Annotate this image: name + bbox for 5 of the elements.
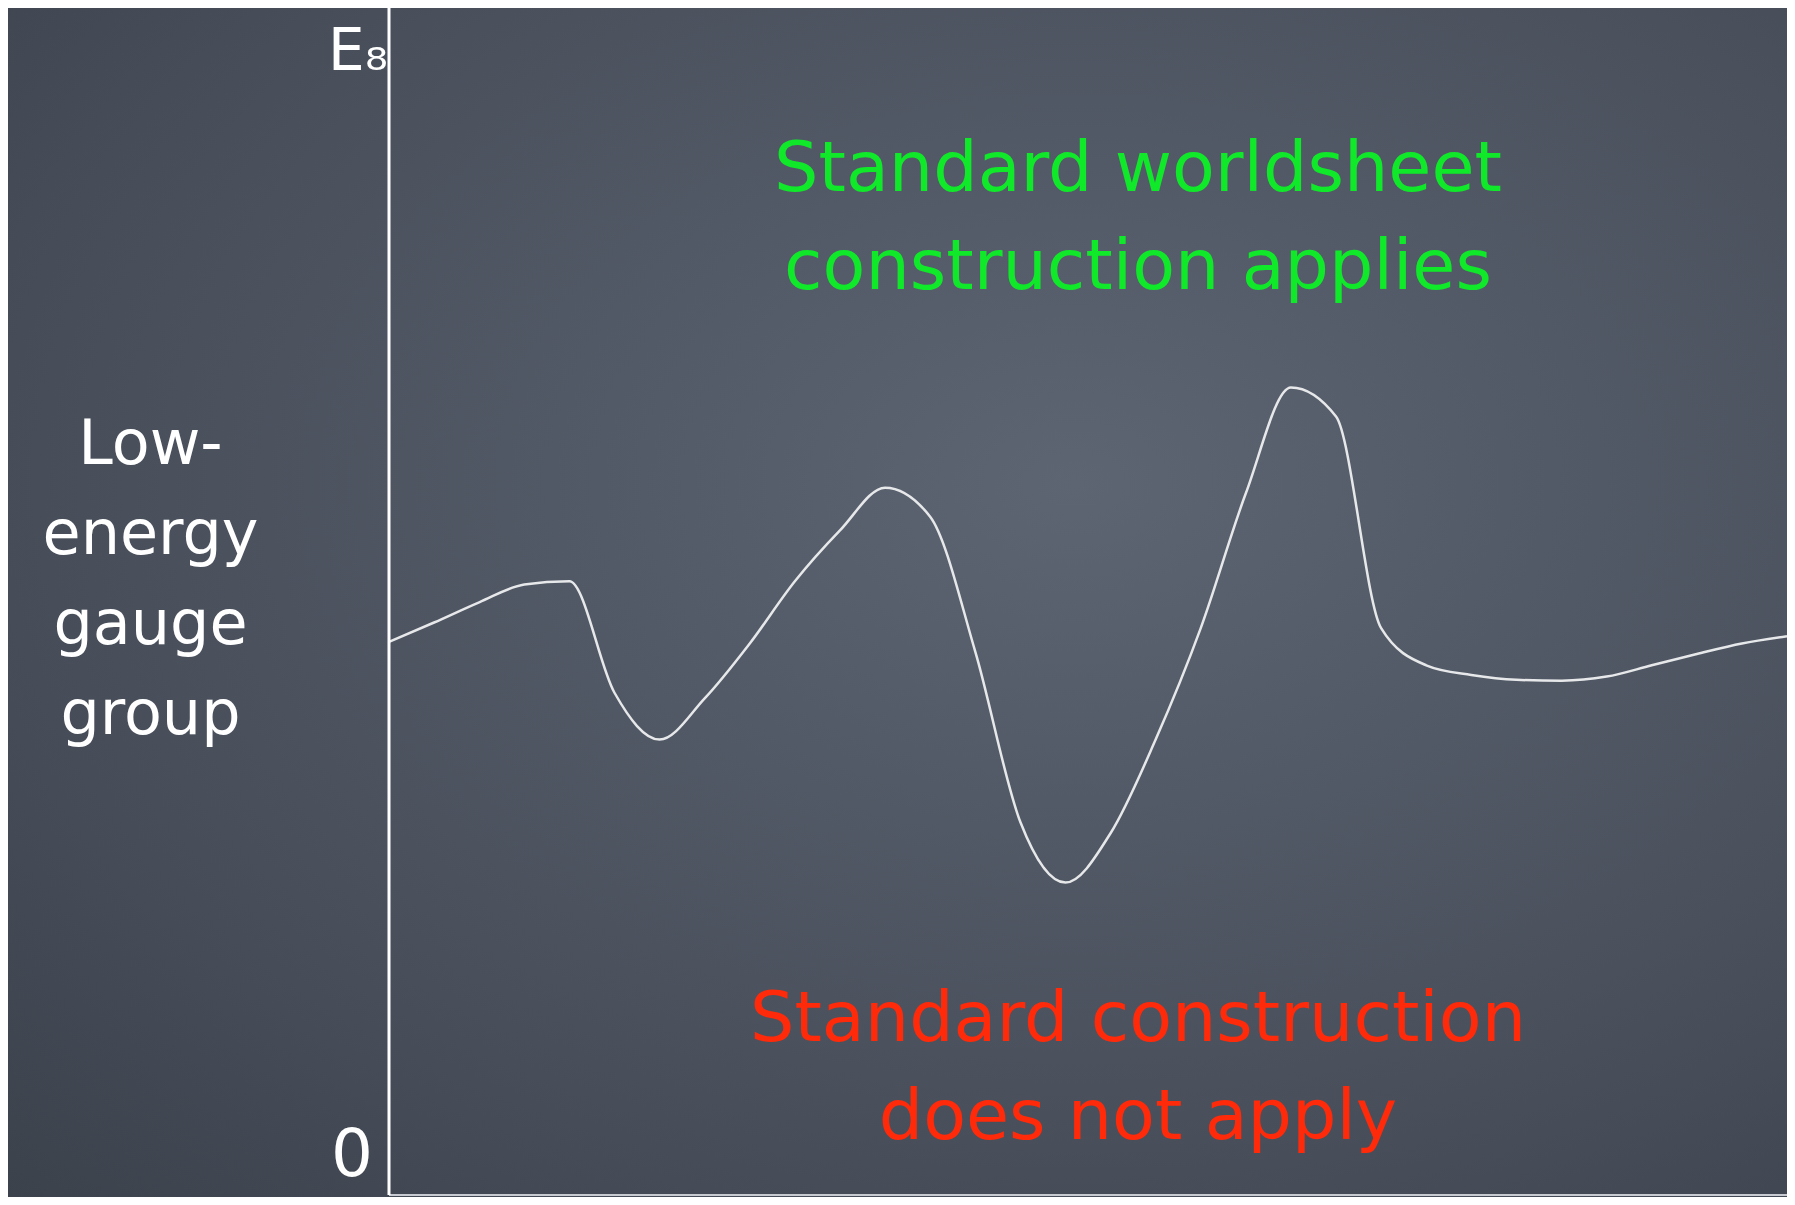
- text: E₈: [327, 15, 388, 86]
- annotation: Standard construction does not apply: [749, 975, 1527, 1158]
- y-axis-title: Low-energy gauge group: [41, 405, 260, 751]
- text: 0: [330, 1114, 373, 1194]
- text: Standard worldsheet construction applies: [773, 125, 1503, 308]
